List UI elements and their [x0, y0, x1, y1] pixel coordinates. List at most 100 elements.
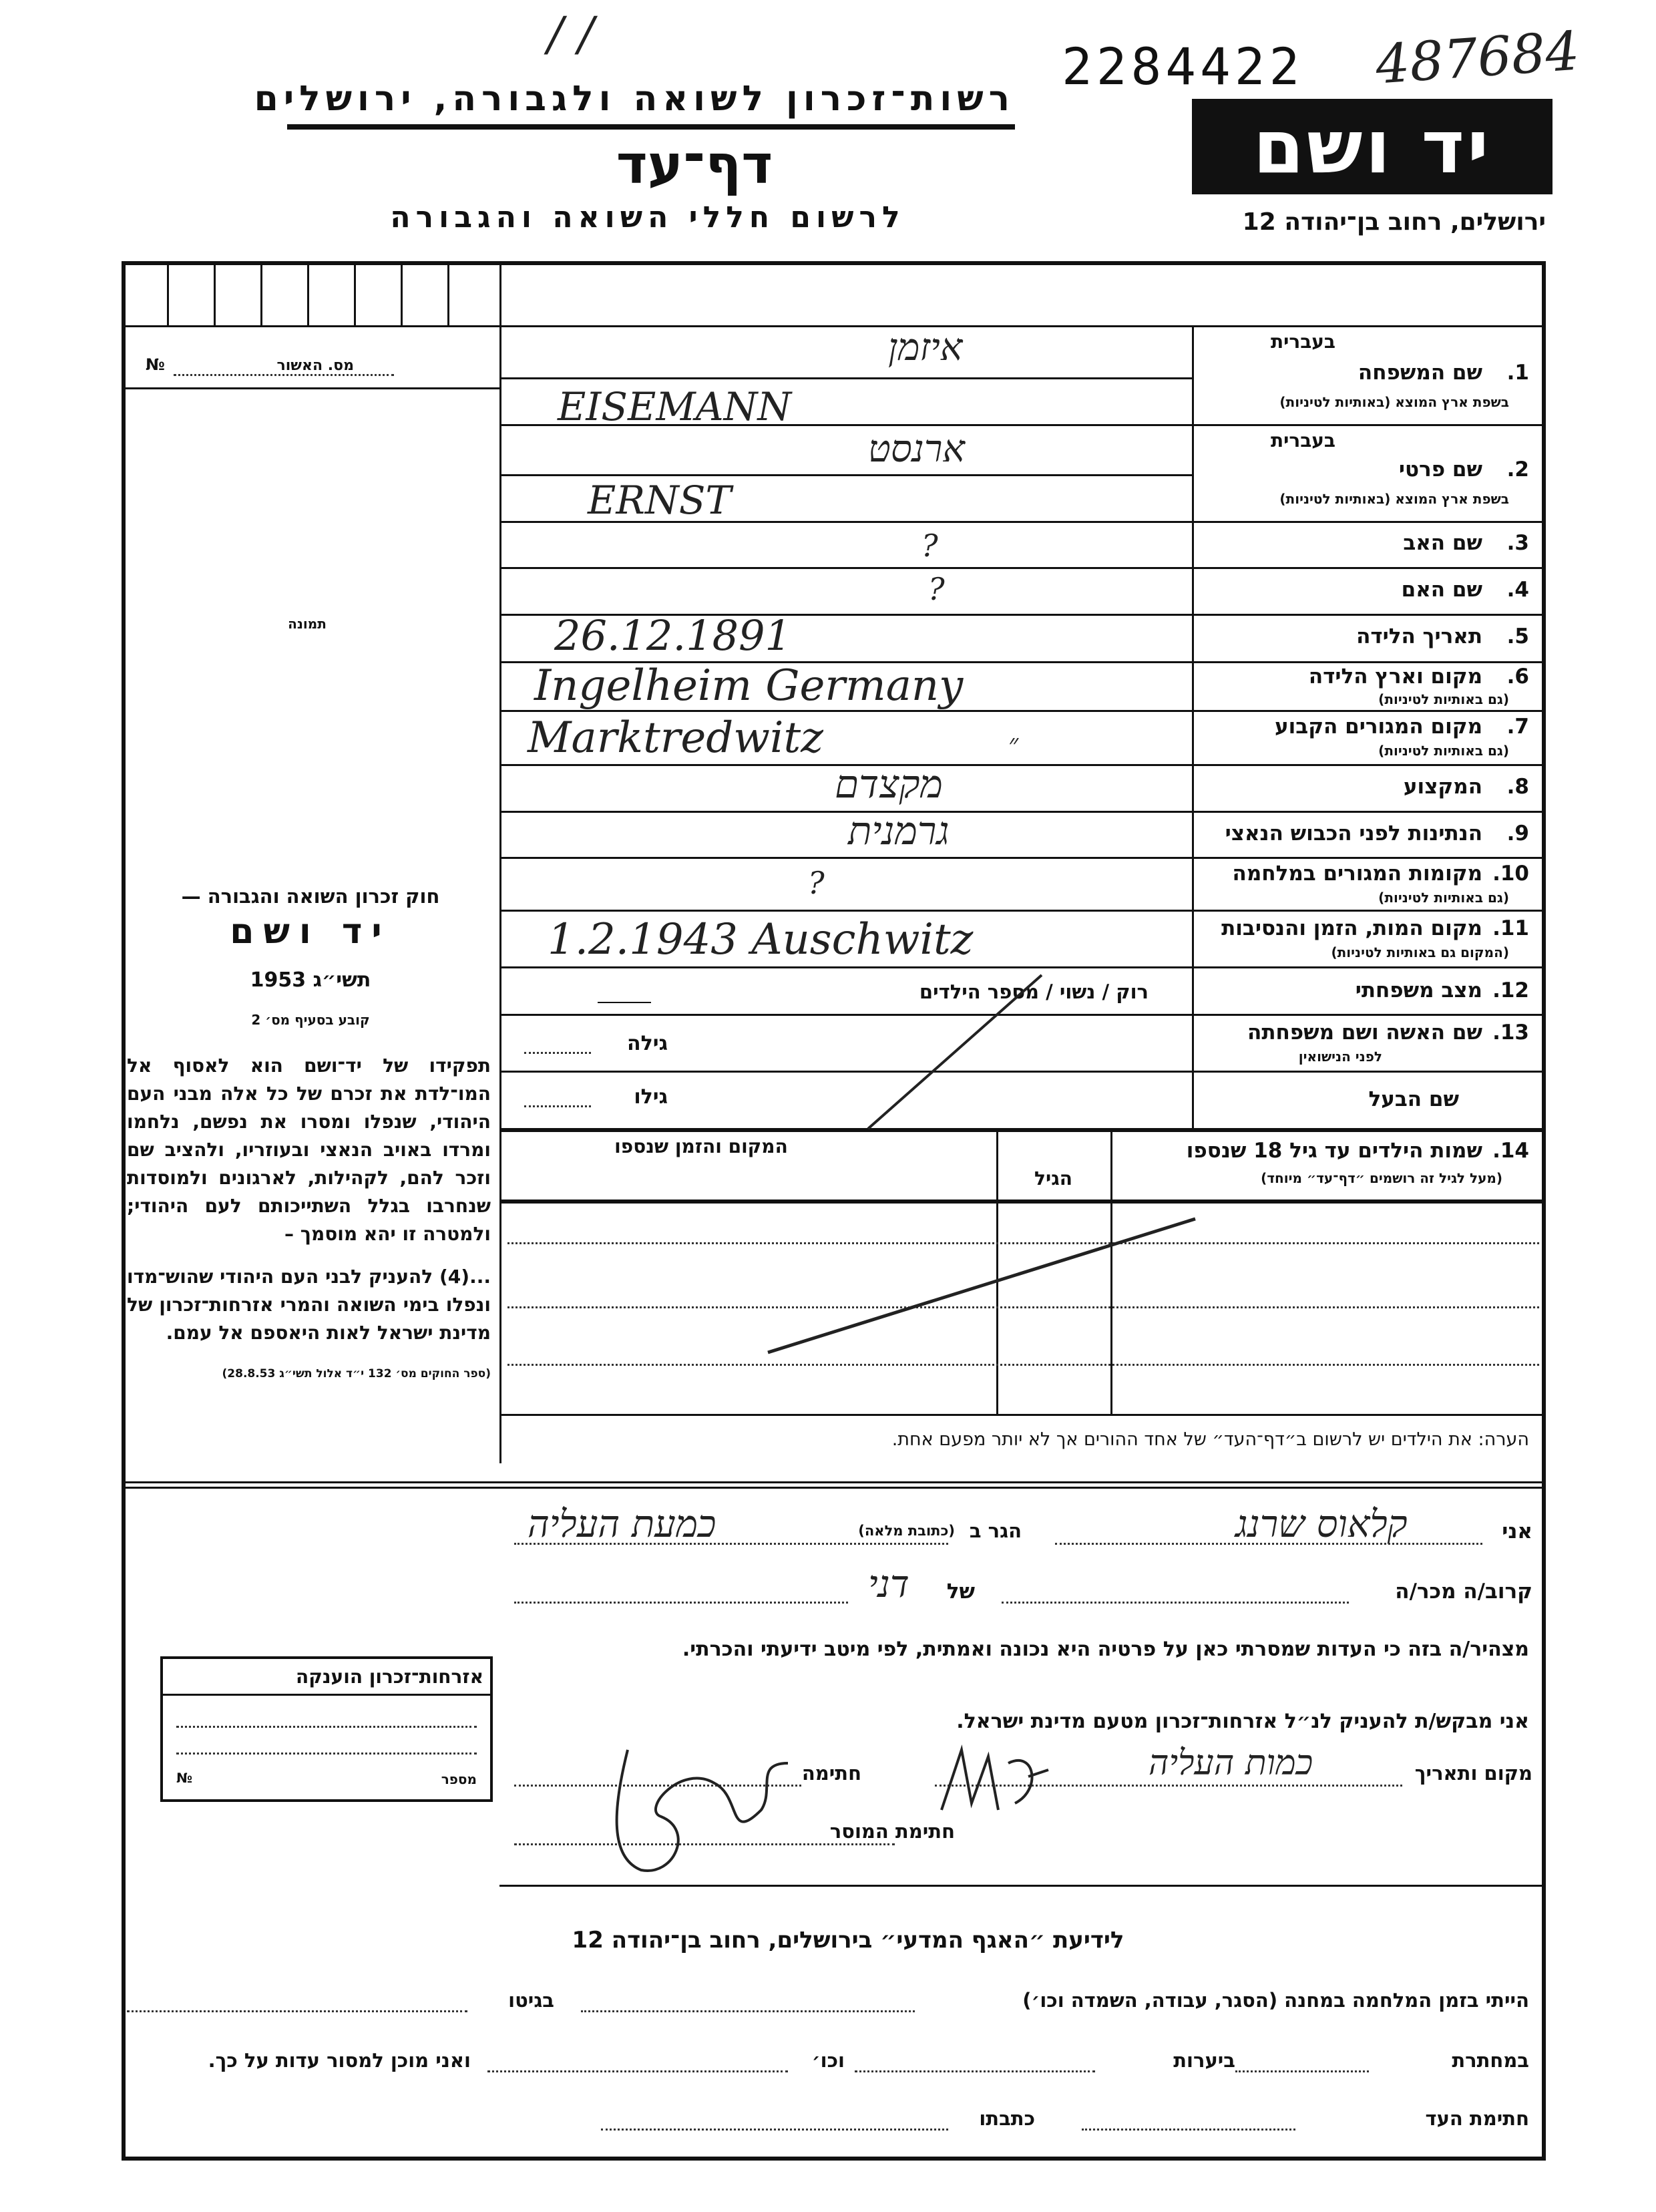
age-column-divider [1110, 1128, 1112, 1414]
husband-age-field[interactable] [524, 1105, 591, 1107]
logo-text: יד ושם [1253, 104, 1492, 190]
double-rule [122, 1481, 1546, 1483]
code-box[interactable] [447, 261, 449, 325]
field-8-label: המקצוע [1403, 775, 1482, 799]
underground-field[interactable] [1235, 2070, 1369, 2072]
field-12-options[interactable]: רוק / נשוי / מספר הילדים [919, 980, 1149, 1003]
child-row[interactable] [507, 1364, 1539, 1366]
field-7-num: 7. [1506, 715, 1529, 739]
signature-label: חתימה [801, 1762, 861, 1785]
field-11-value[interactable]: 1.2.1943 Auschwitz [548, 915, 974, 964]
code-box[interactable] [260, 261, 262, 325]
code-box[interactable] [401, 261, 403, 325]
children-count-field[interactable] [598, 1002, 651, 1003]
field-9-num: 9. [1506, 821, 1529, 846]
relation-of-field[interactable] [514, 1602, 848, 1604]
law-name: יד ושם [230, 912, 391, 952]
child-row[interactable] [507, 1306, 1539, 1308]
row-line [499, 1128, 1546, 1132]
row-line [499, 1014, 1546, 1016]
law-title: חוק זכרון השואה והגבורה — [181, 885, 440, 908]
row-line [499, 710, 1546, 712]
bottom-title: לידיעת ״האגף המדעי״ בירושלים, רחוב בן־יה… [572, 1927, 1124, 1954]
code-box[interactable] [214, 261, 216, 325]
certificate-label: מס. האשור [276, 357, 355, 374]
field-2-sublabel: בשפת ארץ המוצא (באותיות לטיניות) [1279, 491, 1509, 507]
address-field[interactable] [514, 1543, 948, 1545]
field-1-sublabel: בשפת ארץ המוצא (באותיות לטיניות) [1279, 394, 1509, 410]
declarant-address[interactable]: כמעת העליה [528, 1503, 716, 1546]
declarant-name[interactable]: קלאוס שרנג [1235, 1503, 1408, 1546]
certificate-no: № [146, 355, 165, 374]
ghetto-field[interactable] [127, 2010, 467, 2012]
witness-signature-label: חתימת העד [1425, 2107, 1529, 2130]
citizenship-field[interactable] [176, 1753, 477, 1755]
field-3-value[interactable]: ? [921, 528, 938, 564]
age-column-divider [996, 1128, 998, 1414]
section-rule [499, 1885, 1546, 1887]
field-13-label: שם האשה ושם משפחתה [1247, 1021, 1482, 1045]
field-8-value[interactable]: מקצדם [835, 761, 943, 807]
field-10-value[interactable]: ? [808, 865, 825, 901]
witness-address-label: כתבתו [979, 2107, 1035, 2130]
field-2-hebrew-value[interactable]: ארנסט [868, 427, 966, 471]
field-14-label: שמות הילדים עד גיל 18 שנספו [1186, 1139, 1482, 1163]
signature-field[interactable] [514, 1785, 801, 1787]
place-date-field[interactable] [935, 1785, 1402, 1787]
place-date-value[interactable]: כמות העליה [1149, 1743, 1313, 1783]
etc-field[interactable] [487, 2070, 788, 2072]
citizenship-number-label: מספר [441, 1771, 477, 1787]
witness-signature-field[interactable] [1082, 2129, 1295, 2131]
relation-value[interactable]: דני [868, 1563, 909, 1606]
field-2-latin-value[interactable]: ERNST [588, 478, 732, 523]
child-row[interactable] [507, 1242, 1539, 1244]
field-9-value[interactable]: גרמנית [848, 808, 950, 854]
row-line [122, 325, 1546, 327]
field-7-value[interactable]: Marktredwitz [528, 713, 823, 763]
field-2-label: שם פרטי [1398, 457, 1482, 482]
citizenship-number-no: № [176, 1770, 193, 1786]
row-line [499, 521, 1546, 523]
field-6-value[interactable]: Ingelheim Germany [534, 661, 964, 711]
forests-field[interactable] [855, 2070, 1095, 2072]
row-line [499, 1200, 1546, 1204]
field-11-sublabel: (המקום גם באותיות לטיניות) [1331, 944, 1509, 960]
field-5-num: 5. [1506, 624, 1529, 649]
field-13-sublabel: לפני הנישואין [1298, 1049, 1382, 1065]
note: הערה: את הילדים יש לרשום ב״דף־העד״ של אח… [891, 1429, 1529, 1450]
field-1-label: שם המשפחה [1358, 361, 1482, 385]
code-box[interactable] [167, 261, 169, 325]
field-1-hebrew-value[interactable]: איזמן [888, 326, 963, 369]
row-line [499, 811, 1546, 813]
row-line [499, 910, 1546, 912]
code-box[interactable] [307, 261, 309, 325]
law-clause: קובע בסעיף מס׳ 2 [251, 1012, 370, 1028]
field-3-num: 3. [1506, 531, 1529, 555]
giver-signature-label: חתימת המוסר [829, 1820, 955, 1843]
witness-address-field[interactable] [601, 2129, 948, 2131]
field-5-value[interactable]: 26.12.1891 [554, 611, 791, 660]
field-4-value[interactable]: ? [928, 571, 945, 607]
giver-signature-field[interactable] [514, 1843, 895, 1845]
declarant-name-field[interactable] [1055, 1543, 1482, 1545]
field-10-num: 10. [1492, 862, 1529, 886]
place-column-header: המקום והזמן שנספו [614, 1135, 788, 1157]
code-box[interactable] [354, 261, 356, 325]
relation-field[interactable] [1002, 1602, 1349, 1604]
date-scribble [940, 1744, 1049, 1811]
wife-age-field[interactable] [524, 1052, 591, 1054]
declaration-statement: מצהיר/ה בזה כי העדות שמסרתי כאן על פרטיה… [682, 1638, 1529, 1661]
citizenship-field[interactable] [176, 1726, 477, 1728]
field-12-num: 12. [1492, 978, 1529, 1002]
husband-label: שם הבעל [1368, 1087, 1460, 1111]
place-date-label: מקום ותאריך [1414, 1762, 1532, 1785]
age-column-header: הגיל [1034, 1167, 1072, 1189]
field-6-label: מקום וארץ הלידה [1308, 665, 1482, 689]
field-1-latin-value[interactable]: EISEMANN [558, 384, 792, 429]
field-10-sublabel: (גם באותיות לטיניות) [1378, 890, 1509, 906]
camp-field[interactable] [581, 2010, 915, 2012]
row-line [499, 567, 1546, 569]
certificate-field[interactable] [174, 374, 394, 376]
row-line [122, 387, 499, 389]
